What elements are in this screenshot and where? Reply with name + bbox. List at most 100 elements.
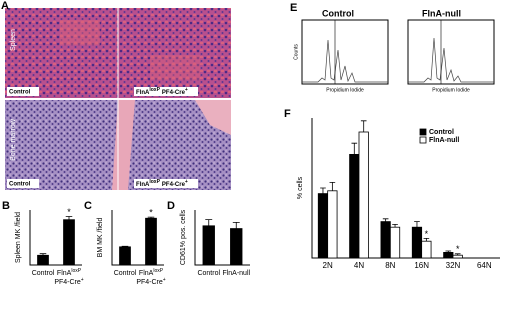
row-label: Bone marrow — [10, 118, 17, 161]
label-sup: loxP — [71, 268, 81, 274]
bar — [230, 228, 243, 266]
label: PF4-Cre+ — [136, 277, 165, 286]
axis-label: Propidium Iodide — [432, 87, 470, 93]
image-label: Control — [9, 90, 31, 96]
label: 16N — [414, 261, 429, 270]
axis-label: Propidium Iodide — [326, 87, 364, 93]
label: 32N — [446, 261, 461, 270]
panel-label: C — [84, 200, 92, 212]
label: FlnAloxP PF4-Cre+ — [136, 179, 188, 187]
panel-label: F — [284, 108, 291, 120]
bar — [317, 193, 329, 259]
axis-label: Counts — [293, 44, 299, 60]
legend-label: FlnA-null — [429, 137, 459, 144]
label-sup: loxP — [149, 179, 160, 185]
error-bar — [445, 250, 452, 253]
histogram-title: Control — [322, 8, 354, 18]
label: 4N — [354, 261, 364, 270]
histogram-frame — [407, 19, 495, 85]
bar — [202, 225, 215, 266]
error-bar — [423, 238, 430, 242]
label-part: FlnA — [136, 90, 150, 96]
label-part: FlnA — [57, 270, 72, 277]
label-sup: loxP — [149, 87, 160, 93]
significance-marker: * — [67, 207, 71, 217]
label: Control — [32, 270, 55, 277]
label-box — [7, 179, 39, 188]
label: 8N — [385, 261, 395, 270]
panel-label: E — [290, 2, 297, 14]
significance-marker: * — [149, 208, 153, 218]
label: FlnAloxP — [139, 268, 164, 277]
label: Control — [114, 270, 137, 277]
y-axis-label: Spleen MK /field — [15, 212, 22, 263]
label-box — [7, 87, 39, 96]
error-bar — [454, 253, 461, 256]
label-sup: + — [185, 179, 188, 185]
bar — [37, 254, 49, 266]
label-sup: + — [163, 277, 166, 283]
error-bar — [39, 253, 47, 256]
error-bar — [414, 221, 420, 228]
label: FlnA-null — [222, 270, 250, 277]
histogram-frame — [301, 19, 389, 85]
label-part: PF4-Cre — [162, 182, 186, 188]
image-region — [60, 20, 100, 45]
bar — [380, 221, 391, 259]
label-sup: loxP — [153, 268, 163, 274]
label: 64N — [477, 261, 492, 270]
bar — [119, 246, 131, 266]
significance-marker: * — [425, 229, 429, 239]
bar — [443, 251, 454, 259]
label-sup: + — [185, 87, 188, 93]
image-label: Control — [9, 182, 31, 188]
panel-label: A — [1, 0, 9, 12]
bar — [327, 190, 338, 259]
y-axis-label: % cells — [297, 176, 304, 199]
bar — [63, 219, 75, 266]
label: FlnAloxP PF4-Cre+ — [136, 87, 188, 95]
image-region — [150, 55, 200, 80]
bar — [411, 226, 423, 259]
label: PF4-Cre+ — [54, 277, 83, 286]
error-bar — [360, 120, 367, 132]
panel-label: B — [2, 200, 10, 212]
row-label: Spleen — [10, 29, 17, 51]
bar — [452, 254, 463, 259]
error-bar — [121, 245, 129, 247]
error-bar — [382, 218, 389, 222]
error-bar — [232, 221, 240, 229]
bone-region — [195, 100, 231, 135]
label-box — [134, 179, 198, 188]
bar — [349, 153, 360, 259]
error-bar — [205, 219, 213, 226]
error-bar — [329, 182, 336, 191]
label: FlnAloxP — [57, 268, 82, 277]
label: Control — [197, 270, 220, 277]
bar — [145, 217, 157, 266]
panel-label: D — [167, 200, 175, 212]
legend-swatch — [419, 128, 427, 136]
label-sup: + — [81, 277, 84, 283]
legend-label: Control — [429, 129, 454, 136]
histogram-curve — [408, 37, 494, 83]
axis — [311, 118, 500, 259]
y-axis-label: CD61% pos. cells — [180, 209, 187, 265]
histogram-title: FlnA-null — [422, 8, 461, 18]
label-box — [134, 87, 198, 96]
label: 2N — [323, 261, 333, 270]
histogram-curve — [302, 39, 388, 83]
label-part: PF4-Cre — [136, 279, 163, 286]
label-part: PF4-Cre — [162, 90, 186, 96]
label-part: PF4-Cre — [54, 279, 81, 286]
significance-marker: * — [456, 244, 460, 254]
bar — [421, 240, 432, 259]
error-bar — [147, 216, 155, 219]
label-part: FlnA — [136, 182, 150, 188]
bar — [358, 131, 369, 259]
error-bar — [65, 216, 73, 220]
label-part: FlnA — [139, 270, 154, 277]
y-axis-label: BM MK /field — [97, 218, 104, 258]
bar — [389, 226, 401, 259]
